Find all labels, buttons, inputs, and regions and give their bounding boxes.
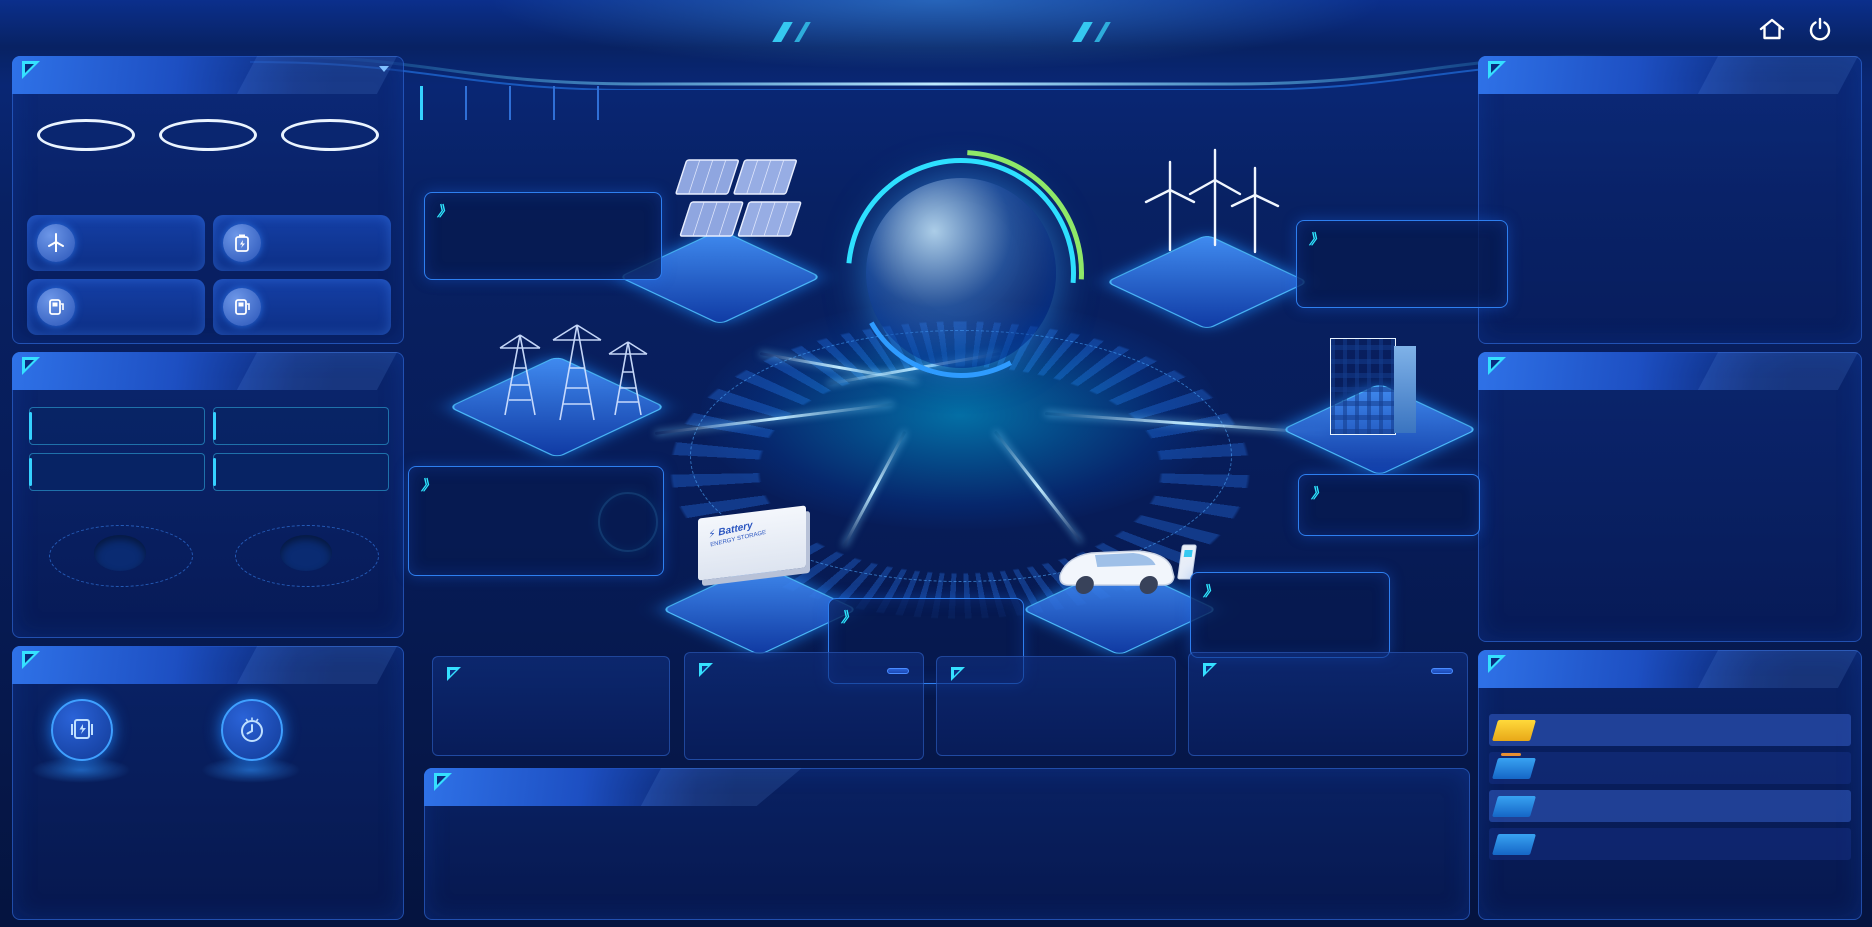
- power-icon[interactable]: [1806, 16, 1834, 47]
- panel-usage-analysis: [12, 352, 404, 638]
- power-demand-chart: [439, 811, 1455, 915]
- card-icon: [951, 667, 965, 681]
- ac-charger-icon: [223, 288, 261, 326]
- donut-month-mix: [68, 517, 172, 589]
- panel-cost-compare: [1478, 352, 1862, 642]
- kpi-countdown: [597, 86, 641, 120]
- card-dc-charger: [27, 279, 205, 335]
- kpi-bar: [420, 82, 1452, 123]
- panel-corner-icon: [22, 357, 40, 375]
- card-renewable-consumption: [936, 656, 1176, 756]
- panel-usage-header: [12, 352, 404, 390]
- header-glow: [486, 0, 1386, 70]
- charger-info-box: 》: [1190, 572, 1390, 658]
- pedestal-transformer: [147, 109, 269, 151]
- load-info-box: 》: [1298, 474, 1480, 536]
- pedestal-glow: [201, 757, 301, 783]
- battery-icon: [223, 224, 261, 262]
- card-wind-capacity: [27, 215, 205, 271]
- rank-badge: [1491, 833, 1537, 855]
- donut-ring-decor: [235, 525, 379, 587]
- wind-turbine-icon: [37, 224, 75, 262]
- generation-icon: [51, 699, 113, 761]
- building-icon: [1330, 338, 1396, 435]
- rank-badge: [1491, 795, 1537, 817]
- kpi-saved-energy: [420, 86, 465, 120]
- card-cost-compare: [1188, 652, 1468, 756]
- pv-info-box: 》: [424, 192, 662, 280]
- rank-row[interactable]: [1489, 714, 1851, 746]
- rank-row[interactable]: [1489, 828, 1851, 860]
- card-icon: [447, 667, 461, 681]
- solar-panels-icon: [675, 159, 802, 237]
- chevron-down-icon: [379, 66, 389, 72]
- panel-social-benefit: [12, 646, 404, 920]
- cost-more-button[interactable]: [1431, 668, 1453, 674]
- pedestal-voltage: [25, 109, 147, 151]
- panel-rank-header: [1478, 650, 1862, 688]
- rank-badge: [1491, 719, 1537, 741]
- donut-year-mix: [254, 517, 358, 589]
- panel-run-header: [1478, 56, 1862, 94]
- rank-row[interactable]: [1489, 752, 1851, 784]
- panel-corner-icon: [22, 651, 40, 669]
- stat-month-usage: [213, 407, 389, 445]
- panel-corner-icon: [1488, 61, 1506, 79]
- panel-corner-icon: [434, 773, 452, 791]
- card-ac-charger: [213, 279, 391, 335]
- home-icon[interactable]: [1758, 16, 1786, 47]
- panel-corner-icon: [1488, 357, 1506, 375]
- kpi-run-days: [465, 86, 509, 120]
- rank-badge: [1491, 757, 1537, 779]
- demand-more-button[interactable]: [887, 668, 909, 674]
- card-icon: [699, 663, 713, 677]
- panel-energy-ranking: [1478, 650, 1862, 920]
- core-sphere: [866, 178, 1056, 368]
- legend-renewable-month: [31, 607, 50, 616]
- rank-row[interactable]: [1489, 790, 1851, 822]
- card-demand-mgmt: [684, 652, 924, 760]
- battery-container-icon: ⚡ Battery ENERGY STORAGE: [698, 505, 806, 581]
- stat-day-usage: [29, 453, 205, 491]
- ev-car-icon: [1059, 544, 1197, 594]
- kpi-payback: [553, 86, 597, 120]
- panel-benefit-header: [12, 646, 404, 684]
- grid-info-box: 》: [408, 466, 664, 576]
- panel-demand-header: [424, 768, 802, 806]
- card-peak-valley: [432, 656, 670, 756]
- building-side: [1394, 346, 1416, 433]
- card-storage-capacity: [213, 215, 391, 271]
- hours-clock-icon: [221, 699, 283, 761]
- panel-project-header: [12, 56, 404, 94]
- rank-scroll-indicator[interactable]: [1501, 753, 1521, 756]
- wind-turbines-icon: [1144, 148, 1280, 254]
- pedestal-pv-capacity: [269, 109, 391, 151]
- wind-info-box: 》: [1296, 220, 1508, 308]
- kpi-income: [509, 86, 553, 120]
- legend-grid-year: [217, 585, 236, 594]
- run-power-chart: [1483, 99, 1855, 339]
- panel-cost-header: [1478, 352, 1862, 390]
- company-select[interactable]: [371, 66, 389, 72]
- stat-month-demand: [213, 453, 389, 491]
- panel-power-demand: [424, 768, 1470, 920]
- donut-ring-decor: [49, 525, 193, 587]
- pedestal-glow: [31, 757, 131, 783]
- ranking-headers: [1479, 688, 1861, 708]
- panel-corner-icon: [1488, 655, 1506, 673]
- legend-grid-month: [31, 585, 50, 594]
- power-towers-icon: [499, 324, 648, 421]
- panel-run-power: [1478, 56, 1862, 344]
- legend-renewable-year: [217, 607, 236, 616]
- dc-charger-icon: [37, 288, 75, 326]
- stat-year-usage: [29, 407, 205, 445]
- panel-project-info: [12, 56, 404, 344]
- card-icon: [1203, 663, 1217, 677]
- panel-corner-icon: [22, 61, 40, 79]
- cost-compare-chart: [1483, 395, 1855, 637]
